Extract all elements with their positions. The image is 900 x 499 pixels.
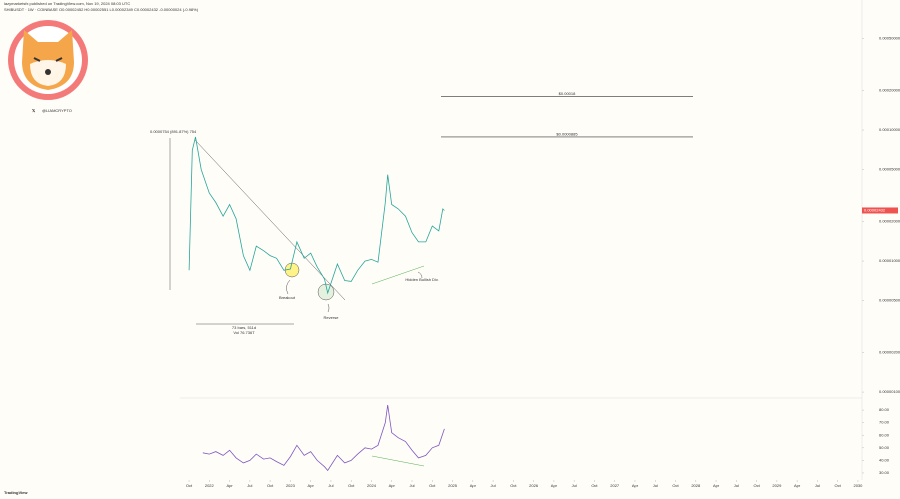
y-tick-label: 0.00010000 <box>879 127 900 132</box>
x-tick-label: Oct <box>186 483 193 488</box>
symbol-info: SHIBUSDT · 1W · COINBASE O0.00002452 H0.… <box>4 7 199 12</box>
x-tick-label: Jul <box>815 483 820 488</box>
series-line <box>188 136 445 295</box>
x-tick-label: 2029 <box>772 483 782 488</box>
x-tick-label: Oct <box>835 483 842 488</box>
last-price-label: 0.00002432 <box>864 208 886 213</box>
x-tick-label: 2024 <box>367 483 377 488</box>
x-tick-label: Jul <box>734 483 739 488</box>
x-tick-label: 2027 <box>610 483 620 488</box>
publisher: lazymarketsfx published on TradingView.c… <box>4 1 130 6</box>
x-tick-label: Apr <box>470 483 477 488</box>
logo <box>8 20 88 100</box>
x-tick-label: Apr <box>226 483 233 488</box>
y-tick-label: 0.00050000 <box>879 36 900 41</box>
y-tick-label: 0.00000200 <box>879 350 900 355</box>
x-tick-label: Oct <box>429 483 436 488</box>
y-tick-label: 80.00 <box>879 407 890 412</box>
handle: @LIAMCRYPTO <box>42 108 72 113</box>
x-tick-label: 2026 <box>529 483 539 488</box>
x-tick-label: Apr <box>794 483 801 488</box>
annotation: Breakout <box>279 295 296 300</box>
x-tick-label: 2025 <box>448 483 458 488</box>
x-tick-label: Oct <box>753 483 760 488</box>
last-price-tag <box>862 207 898 214</box>
level-label: $0.0000885 <box>556 132 578 137</box>
y-tick-label: 0.00005000 <box>879 167 900 172</box>
x-tick-label: Apr <box>308 483 315 488</box>
brand: TradingView <box>4 490 28 495</box>
y-tick-label: 30.00 <box>879 470 890 475</box>
y-tick-label: 0.00020000 <box>879 88 900 93</box>
x-tick-label: 2030 <box>853 483 863 488</box>
series-line <box>202 404 445 472</box>
x-logo: 𝕏 <box>32 108 36 113</box>
x-tick-label: Oct <box>348 483 355 488</box>
annotation: 0.0000754 (891.87%) 754 <box>150 129 197 134</box>
x-tick-label: Oct <box>672 483 679 488</box>
x-tick-label: 2023 <box>286 483 296 488</box>
y-tick-label: 0.00001000 <box>879 258 900 263</box>
y-tick-label: 0.00000100 <box>879 389 900 394</box>
annotation: 73 bars, 511d <box>232 325 256 330</box>
x-tick-label: Apr <box>632 483 639 488</box>
y-tick-label: 0.00000500 <box>879 298 900 303</box>
x-tick-label: Apr <box>551 483 558 488</box>
x-tick-label: Jul <box>653 483 658 488</box>
level-label: $0.00018 <box>559 91 576 96</box>
y-tick-label: 0.00002000 <box>879 219 900 224</box>
annotation: Hidden Bullish Div. <box>405 277 438 282</box>
x-tick-label: Jul <box>491 483 496 488</box>
x-tick-label: Apr <box>713 483 720 488</box>
y-tick-label: 40.00 <box>879 457 890 462</box>
annotation: Reverse <box>324 315 340 320</box>
x-tick-label: 2028 <box>691 483 701 488</box>
y-tick-label: 70.00 <box>879 420 890 425</box>
y-tick-label: 50.00 <box>879 445 890 450</box>
y-tick-label: 60.00 <box>879 432 890 437</box>
x-tick-label: Jul <box>572 483 577 488</box>
x-tick-label: Jul <box>409 483 414 488</box>
x-tick-label: Jul <box>328 483 333 488</box>
x-tick-label: Oct <box>267 483 274 488</box>
x-tick-label: 2022 <box>205 483 215 488</box>
annotation: Vol 76.736T <box>233 330 255 335</box>
x-tick-label: Oct <box>510 483 517 488</box>
x-tick-label: Jul <box>247 483 252 488</box>
x-tick-label: Apr <box>389 483 396 488</box>
x-tick-label: Oct <box>591 483 598 488</box>
